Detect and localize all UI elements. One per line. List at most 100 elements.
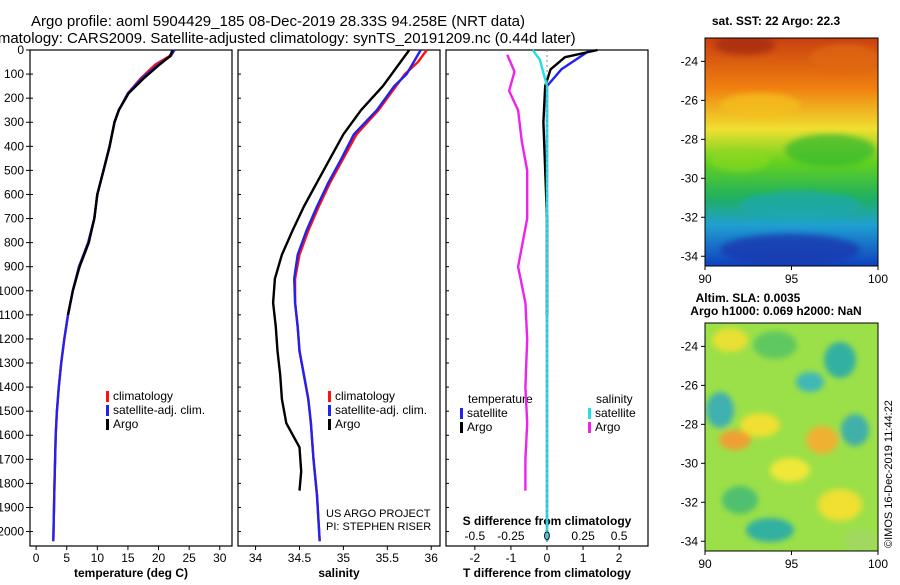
legend-label: Argo xyxy=(335,417,361,431)
map-y-tick-label: -26 xyxy=(681,378,699,392)
depth-tick-label: 1400 xyxy=(0,380,24,394)
title-line-1: Argo profile: aoml 5904429_185 08-Dec-20… xyxy=(31,13,525,30)
sst-heatmap xyxy=(705,38,878,266)
map-x-tick-label: 100 xyxy=(868,557,888,571)
depth-tick-label: 700 xyxy=(4,212,24,226)
sla-heatmap xyxy=(705,323,878,551)
depth-tick-label: 0 xyxy=(17,43,24,57)
map-y-tick-label: -24 xyxy=(681,339,699,353)
sla-title-line-2: Argo h1000: 0.069 h2000: NaN xyxy=(690,304,861,318)
legend-swatch xyxy=(588,408,591,419)
map-x-tick-label: 90 xyxy=(698,557,712,571)
depth-tick-label: 1800 xyxy=(0,476,24,490)
x-tick-label: 0 xyxy=(544,551,551,565)
depth-tick-label: 1900 xyxy=(0,500,24,514)
map-x-tick-label: 95 xyxy=(785,272,799,286)
series-line-salinity-satellite xyxy=(531,49,549,542)
x-tick-label: 2 xyxy=(616,551,623,565)
x-tick-label: 35.5 xyxy=(376,551,400,565)
series-line-salinity-argo xyxy=(506,54,529,491)
salinity-panel: salinity US ARGO PROJECT PI: STEPHEN RIS… xyxy=(237,49,441,580)
depth-tick-label: 400 xyxy=(4,139,24,153)
legend-swatch xyxy=(106,405,109,416)
depth-tick-label: 1500 xyxy=(0,404,24,418)
legend-label: climatology xyxy=(113,389,173,403)
legend-label: satellite xyxy=(467,406,508,420)
x-tick-label: 5 xyxy=(63,551,70,565)
legend-swatch xyxy=(328,391,331,402)
legend-swatch xyxy=(460,422,463,433)
sla-title-line-1: Altim. SLA: 0.0035 xyxy=(696,291,801,305)
map-y-tick-label: -30 xyxy=(681,171,699,185)
depth-tick-label: 1600 xyxy=(0,428,24,442)
map-y-tick-label: -28 xyxy=(681,132,699,146)
x-tick-label: 34.5 xyxy=(288,551,312,565)
series-line-argo xyxy=(271,49,411,491)
series-line-argo xyxy=(66,49,174,316)
pi-annotation: PI: STEPHEN RISER xyxy=(326,521,431,533)
sla-map-panel: Altim. SLA: 0.0035 Argo h1000: 0.069 h20… xyxy=(690,291,879,552)
x-tick-label: -2 xyxy=(470,551,481,565)
temperature-xlabel: temperature (deg C) xyxy=(74,566,188,580)
dynamic-marks: 0100200300400500600700800900100011001200… xyxy=(0,43,888,571)
depth-tick-label: 200 xyxy=(4,91,24,105)
depth-tick-label: 1300 xyxy=(0,356,24,370)
depth-tick-label: 600 xyxy=(4,187,24,201)
x-tick-label: -1 xyxy=(506,551,517,565)
legend-label: climatology xyxy=(335,389,395,403)
x-tick-label: 36 xyxy=(425,551,439,565)
title-line-2: Climatology: CARS2009. Satellite-adjuste… xyxy=(0,30,576,47)
x-tick-label: 0 xyxy=(33,551,40,565)
map-y-tick-label: -34 xyxy=(681,534,699,548)
map-x-tick-label: 100 xyxy=(868,272,888,286)
legend-label: Argo xyxy=(595,420,621,434)
temperature-panel: temperature (deg C) xyxy=(29,49,233,580)
series-line-temperature-argo xyxy=(542,48,598,315)
imos-watermark: ©IMOS 16-Dec-2019 11:44:22 xyxy=(883,400,895,548)
legend-swatch xyxy=(328,419,331,430)
map-y-tick-label: -24 xyxy=(681,54,699,68)
x-tick-label: 34 xyxy=(249,551,263,565)
project-annotation: US ARGO PROJECT xyxy=(326,508,431,520)
temperature-plot-frame xyxy=(29,49,233,547)
depth-tick-label: 800 xyxy=(4,236,24,250)
depth-tick-label: 100 xyxy=(4,67,24,81)
map-y-tick-label: -30 xyxy=(681,456,699,470)
legend-swatch xyxy=(460,408,463,419)
x-tick-label: 1 xyxy=(580,551,587,565)
x-tick-label: 25 xyxy=(182,551,196,565)
s-diff-tick-label: -0.25 xyxy=(497,529,525,543)
series-line-satellite-adj-clim- xyxy=(293,49,422,542)
map-y-tick-label: -26 xyxy=(681,93,699,107)
sst-map-panel: sat. SST: 22 Argo: 22.3 xyxy=(704,14,879,267)
x-tick-label: 30 xyxy=(213,551,227,565)
depth-tick-label: 300 xyxy=(4,115,24,129)
x-tick-label: 35 xyxy=(337,551,351,565)
legend-swatch xyxy=(106,391,109,402)
depth-tick-label: 1100 xyxy=(0,308,24,322)
legend-label: satellite-adj. clim. xyxy=(113,403,205,417)
difference-xlabel: T difference from climatology xyxy=(463,566,631,580)
depth-tick-label: 1200 xyxy=(0,332,24,346)
legend-swatch xyxy=(328,405,331,416)
x-tick-label: 20 xyxy=(152,551,166,565)
legend-label: Argo xyxy=(113,417,139,431)
legend-salinity-heading: salinity xyxy=(596,392,633,406)
salinity-xlabel: salinity xyxy=(318,566,360,580)
series-line-temperature-satellite xyxy=(545,49,591,542)
map-x-tick-label: 90 xyxy=(698,272,712,286)
legend-label: satellite-adj. clim. xyxy=(335,403,427,417)
sst-heatmap-texture xyxy=(710,38,878,266)
map-y-tick-label: -32 xyxy=(681,210,699,224)
map-y-tick-label: -32 xyxy=(681,495,699,509)
legend-swatch xyxy=(588,422,591,433)
map-y-tick-label: -28 xyxy=(681,417,699,431)
s-diff-tick-label: -0.5 xyxy=(465,529,486,543)
legend-label: Argo xyxy=(467,420,493,434)
x-tick-label: 10 xyxy=(91,551,105,565)
map-y-tick-label: -34 xyxy=(681,249,699,263)
s-diff-tick-label: 0.5 xyxy=(611,529,628,543)
depth-tick-label: 1000 xyxy=(0,284,24,298)
